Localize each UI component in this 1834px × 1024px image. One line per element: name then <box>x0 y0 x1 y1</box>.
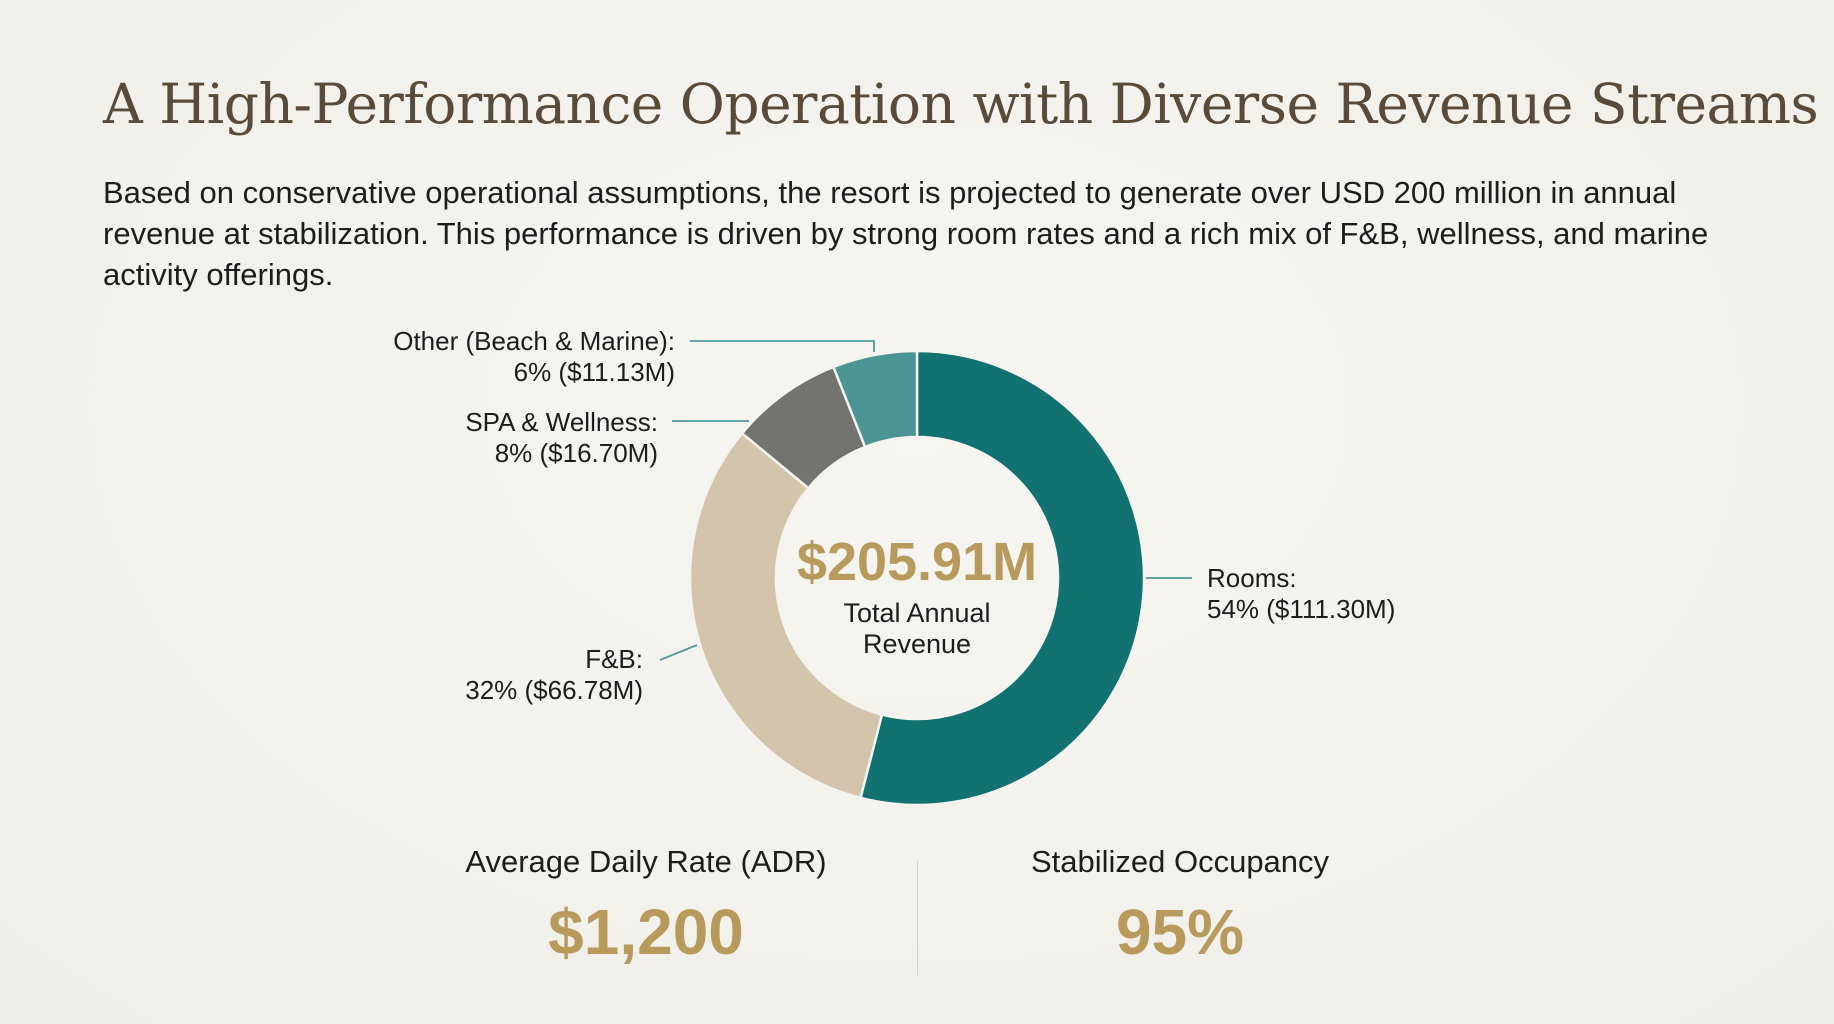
center-total-value: $205.91M <box>797 532 1037 592</box>
label-rooms-name: Rooms: <box>1207 563 1297 593</box>
label-other-beach-marine-value: 6% ($11.13M) <box>514 357 675 387</box>
slice-other-beach-marine <box>831 349 919 449</box>
slice-labels: Rooms:54% ($111.30M) F&B:32% ($66.78M) SPA… <box>393 326 1395 705</box>
label-f-b-value: 32% ($66.78M) <box>465 675 643 705</box>
metric-divider <box>917 860 918 975</box>
leader-lines <box>659 340 1192 661</box>
slice-rooms <box>859 349 1146 807</box>
leader-other-beach-marine <box>690 340 875 352</box>
occupancy-label: Stabilized Occupancy <box>1030 844 1330 879</box>
center-label-line2: Revenue <box>863 629 971 659</box>
adr-metric: Average Daily Rate (ADR) $1,200 <box>436 842 856 968</box>
occupancy-metric: Stabilized Occupancy 95% <box>970 842 1390 968</box>
label-spa-wellness-name: SPA & Wellness: <box>465 407 658 437</box>
slice-f-b <box>688 431 884 800</box>
label-f-b-name: F&B: <box>585 644 643 674</box>
label-rooms-value: 54% ($111.30M) <box>1207 594 1395 624</box>
leader-f-b <box>659 644 698 661</box>
adr-label: Average Daily Rate (ADR) <box>465 844 827 879</box>
intro-paragraph: Based on conservative operational assump… <box>103 175 1709 292</box>
slide-title: A High-Performance Operation with Divers… <box>103 72 1819 136</box>
label-other-beach-marine-name: Other (Beach & Marine): <box>393 326 675 356</box>
donut-slices <box>688 349 1146 807</box>
center-label-line1: Total Annual <box>843 598 990 628</box>
adr-value: $1,200 <box>548 896 744 968</box>
occupancy-value: 95% <box>1115 896 1245 968</box>
label-spa-wellness-value: 8% ($16.70M) <box>495 438 658 468</box>
